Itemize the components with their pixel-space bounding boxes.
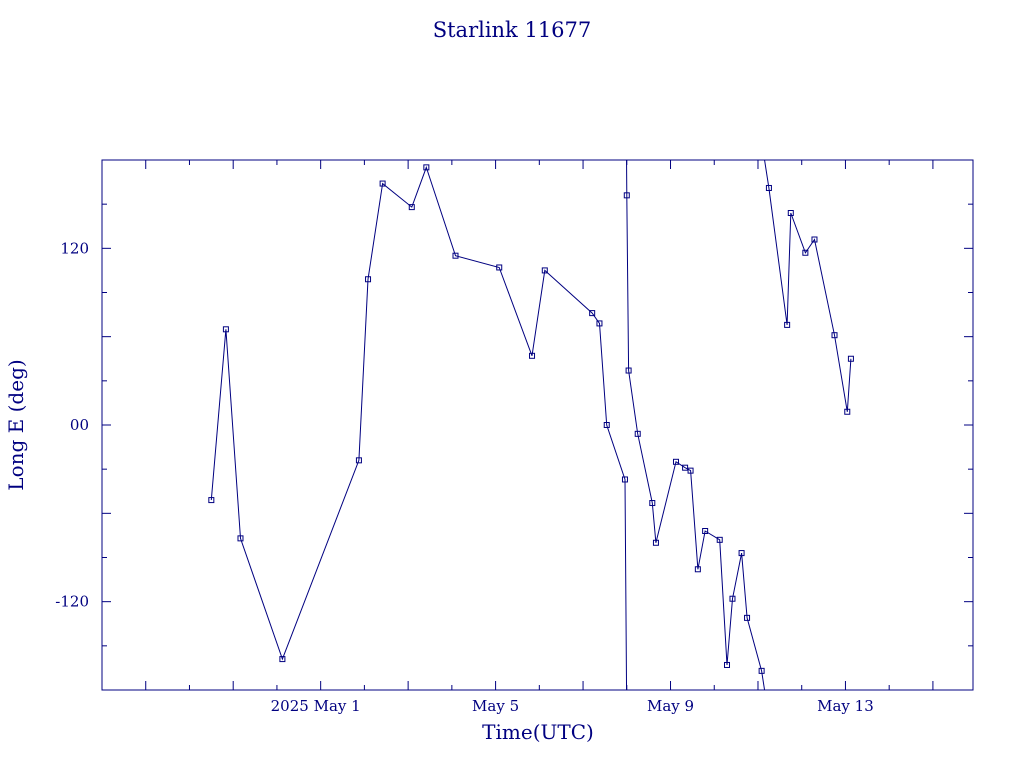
data-point (687, 467, 694, 474)
data-point (541, 267, 548, 274)
data-point (716, 536, 723, 543)
series-layer (208, 160, 854, 690)
data-point (408, 204, 415, 211)
data-point (694, 566, 701, 573)
data-point (237, 535, 244, 542)
data-point (365, 276, 372, 283)
data-point (603, 422, 610, 428)
data-point (589, 310, 596, 317)
data-point (496, 264, 503, 271)
x-tick-label: May 13 (817, 697, 874, 715)
plot-frame (101, 159, 974, 691)
data-point (279, 656, 286, 663)
data-point (596, 320, 603, 327)
data-point (634, 430, 641, 437)
x-tick-label: 2025 May 1 (271, 697, 361, 715)
data-point (621, 476, 628, 483)
series-line (210, 160, 852, 690)
axis-ticks (101, 159, 973, 691)
chart-title: Starlink 11677 (433, 18, 592, 42)
y-tick-label: 00 (70, 416, 89, 434)
data-point (802, 249, 809, 256)
data-point (652, 539, 659, 546)
data-point (625, 367, 632, 374)
data-point (672, 458, 679, 465)
data-point (738, 550, 745, 557)
data-point (208, 497, 215, 504)
data-point (844, 408, 851, 415)
data-point (729, 595, 736, 602)
data-point (787, 210, 794, 216)
data-point (702, 528, 709, 534)
data-point (758, 667, 765, 674)
data-point (355, 457, 362, 464)
x-tick-label: May 5 (472, 697, 519, 715)
y-tick-label: 120 (60, 239, 89, 257)
data-point (222, 326, 229, 333)
data-point (765, 184, 772, 191)
x-axis-title: Time(UTC) (482, 720, 594, 744)
data-point (831, 332, 838, 339)
x-tick-label: May 9 (647, 697, 694, 715)
data-point (811, 236, 818, 243)
data-point (379, 180, 386, 187)
data-point (452, 252, 459, 259)
data-point (529, 352, 536, 359)
data-point (423, 164, 430, 171)
data-point (649, 500, 656, 507)
tick-labels: 2025 May 1 May 5 May 9 May 13 120 00 -120 (55, 239, 873, 715)
data-point (724, 661, 731, 668)
data-point (847, 355, 854, 362)
y-axis-title: Long E (deg) (4, 359, 28, 490)
data-point (744, 614, 751, 621)
y-tick-label: -120 (55, 593, 89, 611)
data-point (784, 321, 791, 328)
data-point (623, 192, 630, 199)
